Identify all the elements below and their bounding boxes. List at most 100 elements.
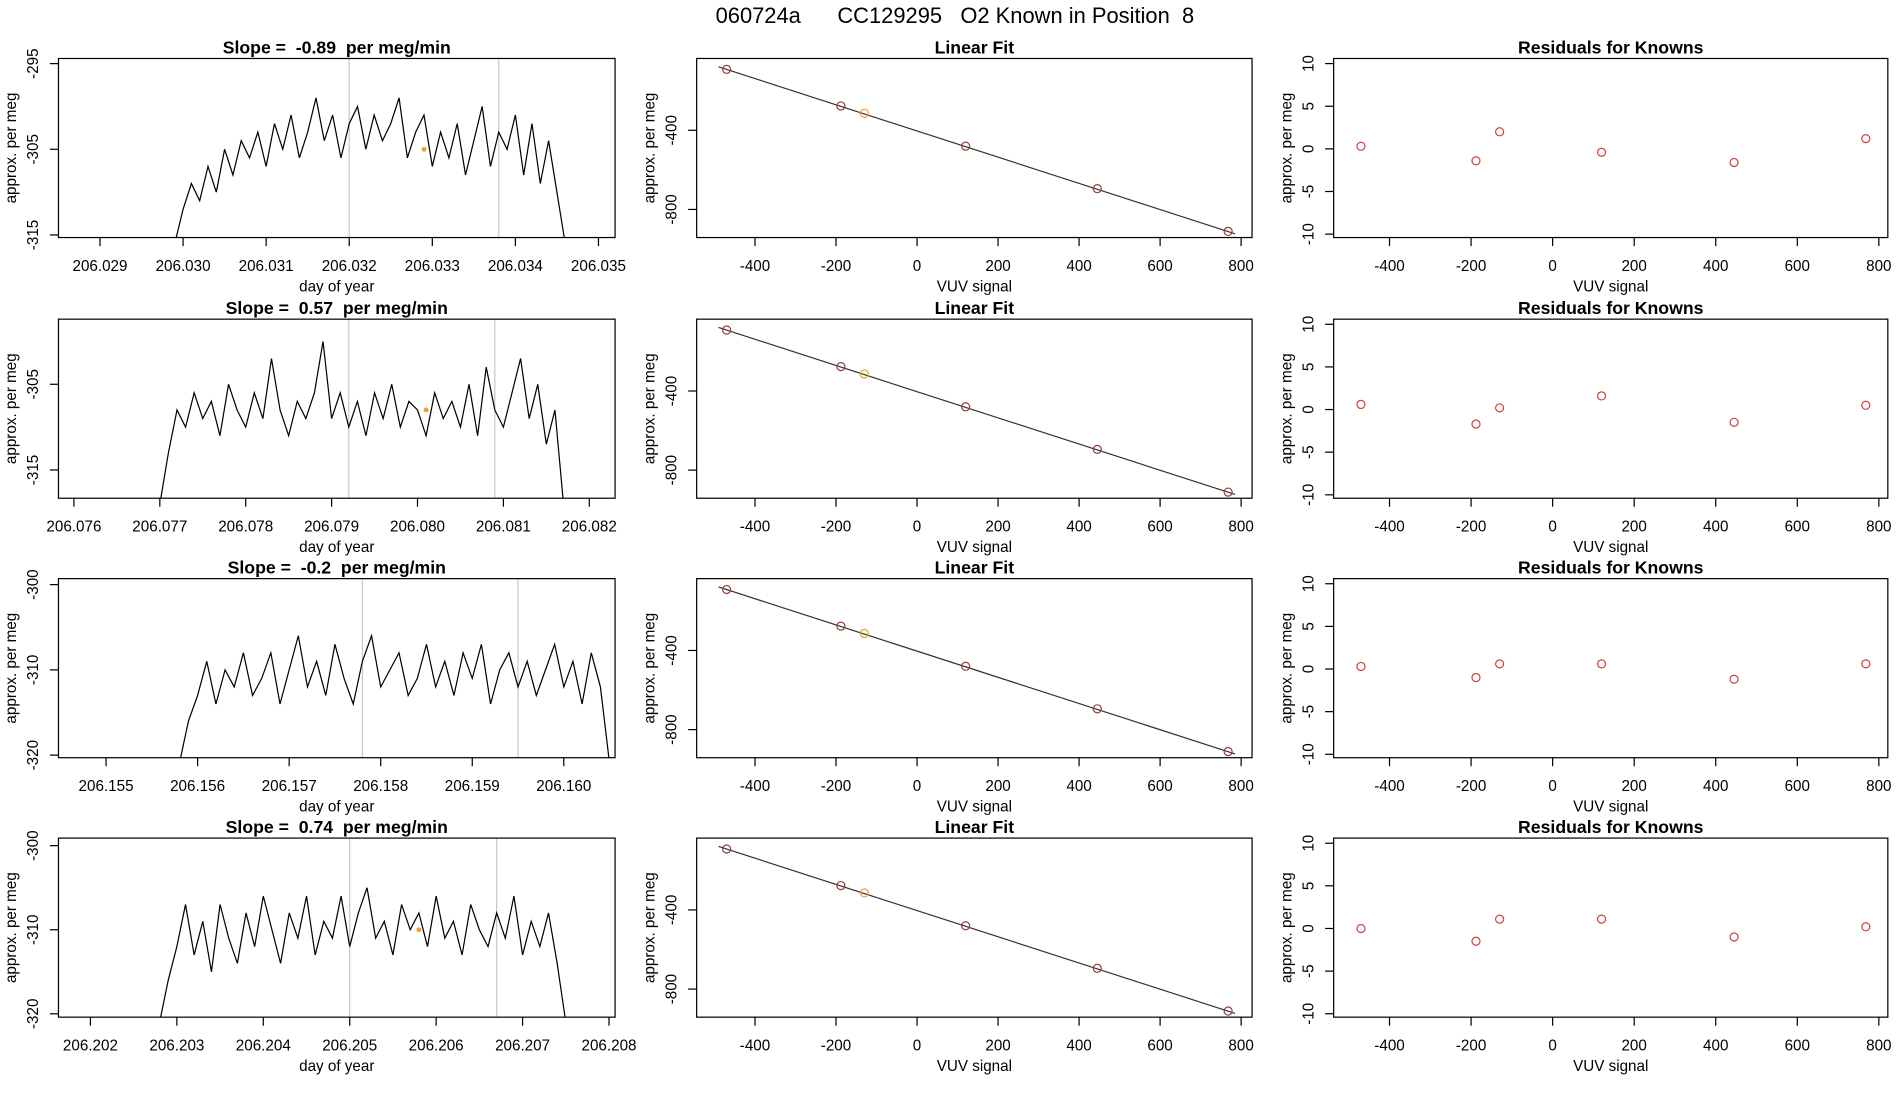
panel-title: Residuals for Knowns (1518, 817, 1704, 837)
x-tick-label: 600 (1785, 258, 1810, 275)
y-tick-label: -400 (663, 895, 680, 925)
x-tick-label: 206.034 (488, 258, 544, 275)
y-tick-label: -10 (1300, 223, 1317, 245)
y-tick-label: -300 (25, 569, 42, 599)
x-tick-label: 206.206 (409, 1037, 464, 1054)
data-line (175, 97, 565, 238)
y-tick-label: -5 (1300, 705, 1317, 719)
x-tick-label: 206.079 (304, 518, 359, 535)
data-point (722, 584, 732, 595)
data-point (1861, 659, 1871, 669)
data-point (1092, 963, 1102, 973)
data-point (1494, 403, 1505, 413)
x-axis-label: day of year (299, 799, 374, 816)
x-tick-label: -200 (821, 778, 851, 795)
y-tick-label: -320 (25, 999, 42, 1029)
x-tick-label: 206.032 (322, 258, 377, 275)
data-point (1356, 141, 1366, 151)
x-tick-label: 206.202 (63, 1037, 118, 1054)
highlight-point (423, 407, 429, 413)
x-tick-label: 200 (1621, 518, 1646, 535)
x-tick-label: 400 (1066, 778, 1091, 795)
y-tick-label: -800 (663, 455, 680, 485)
y-axis-label: approx. per meg (3, 872, 20, 983)
data-point (1092, 444, 1102, 454)
plot-frame (696, 318, 1253, 499)
x-tick-label: 600 (1147, 258, 1172, 275)
x-tick-label: -400 (740, 778, 770, 795)
panel-title: Linear Fit (935, 817, 1015, 837)
x-tick-label: -200 (821, 1037, 851, 1054)
y-tick-label: -5 (1300, 445, 1317, 459)
x-tick-label: 206.203 (149, 1037, 204, 1054)
plot-area (718, 584, 1236, 757)
x-tick-label: 0 (1548, 778, 1556, 795)
x-tick-label: -400 (740, 518, 770, 535)
panel: Slope = -0.89 per meg/min day of year appr… (3, 37, 626, 295)
plot-area (718, 844, 1236, 1016)
x-tick-label: 400 (1703, 1037, 1728, 1054)
x-tick-label: 800 (1228, 1037, 1253, 1054)
x-axis-label: day of year (299, 279, 374, 296)
data-point (1596, 147, 1607, 157)
y-axis-label: approx. per meg (1278, 353, 1295, 464)
data-point (1494, 914, 1505, 924)
y-tick-label: -10 (1300, 743, 1317, 765)
panel-title: Slope = 0.57 per meg/min (226, 298, 448, 318)
x-axis-label: VUV signal (1573, 1058, 1648, 1075)
panel-title: Residuals for Knowns (1518, 298, 1704, 318)
data-line (160, 341, 564, 499)
plot-frame (1333, 837, 1889, 1018)
panel: Linear Fit VUV signal approx. per meg -400 -… (641, 817, 1253, 1075)
x-tick-label: 0 (1548, 518, 1556, 535)
x-tick-label: 400 (1703, 518, 1728, 535)
data-point (1223, 487, 1233, 497)
y-axis-label: approx. per meg (641, 93, 658, 204)
data-point (1596, 391, 1607, 401)
plot-frame (1333, 318, 1889, 499)
x-tick-label: 0 (913, 1037, 921, 1054)
plot-frame (57, 578, 616, 759)
y-tick-label: 5 (1300, 102, 1317, 110)
panel-title: Residuals for Knowns (1518, 558, 1704, 578)
fit-line (718, 586, 1236, 755)
panel-title: Linear Fit (935, 37, 1015, 57)
x-tick-label: 0 (913, 518, 921, 535)
plot-frame (696, 57, 1253, 239)
panel-title: Residuals for Knowns (1518, 37, 1704, 57)
x-tick-label: 206.158 (353, 778, 408, 795)
plot-frame (57, 318, 616, 499)
data-point (1356, 923, 1366, 934)
y-tick-label: -400 (663, 376, 680, 406)
y-axis-label: approx. per meg (641, 872, 658, 983)
panel: Residuals for Knowns VUV signal approx. pe… (1278, 558, 1891, 816)
x-tick-label: -400 (1374, 1037, 1404, 1054)
x-tick-label: 0 (1548, 258, 1556, 275)
x-tick-label: 800 (1866, 258, 1891, 275)
data-point (836, 621, 846, 631)
plot-frame (1333, 578, 1889, 759)
data-point (1494, 659, 1505, 669)
x-tick-label: 800 (1228, 258, 1253, 275)
y-tick-label: -295 (25, 48, 42, 78)
plot-area (1356, 914, 1871, 946)
data-point (1092, 184, 1102, 194)
panel: Slope = 0.57 per meg/min day of year appro… (3, 298, 617, 556)
y-axis-label: approx. per meg (3, 353, 20, 464)
y-tick-label: -10 (1300, 1003, 1317, 1025)
x-tick-label: 206.031 (239, 258, 294, 275)
data-point (859, 628, 870, 639)
x-tick-label: -400 (1374, 778, 1404, 795)
x-tick-label: 206.029 (72, 258, 127, 275)
plot-area (1356, 391, 1871, 429)
data-point (1471, 419, 1481, 429)
data-point (1223, 746, 1233, 757)
data-point (1471, 936, 1481, 946)
panel-title: Slope = -0.2 per meg/min (228, 558, 446, 578)
x-tick-label: 600 (1785, 518, 1810, 535)
data-point (722, 844, 732, 854)
x-tick-label: 800 (1866, 518, 1891, 535)
x-tick-label: 600 (1147, 1037, 1172, 1054)
data-point (1729, 157, 1739, 168)
